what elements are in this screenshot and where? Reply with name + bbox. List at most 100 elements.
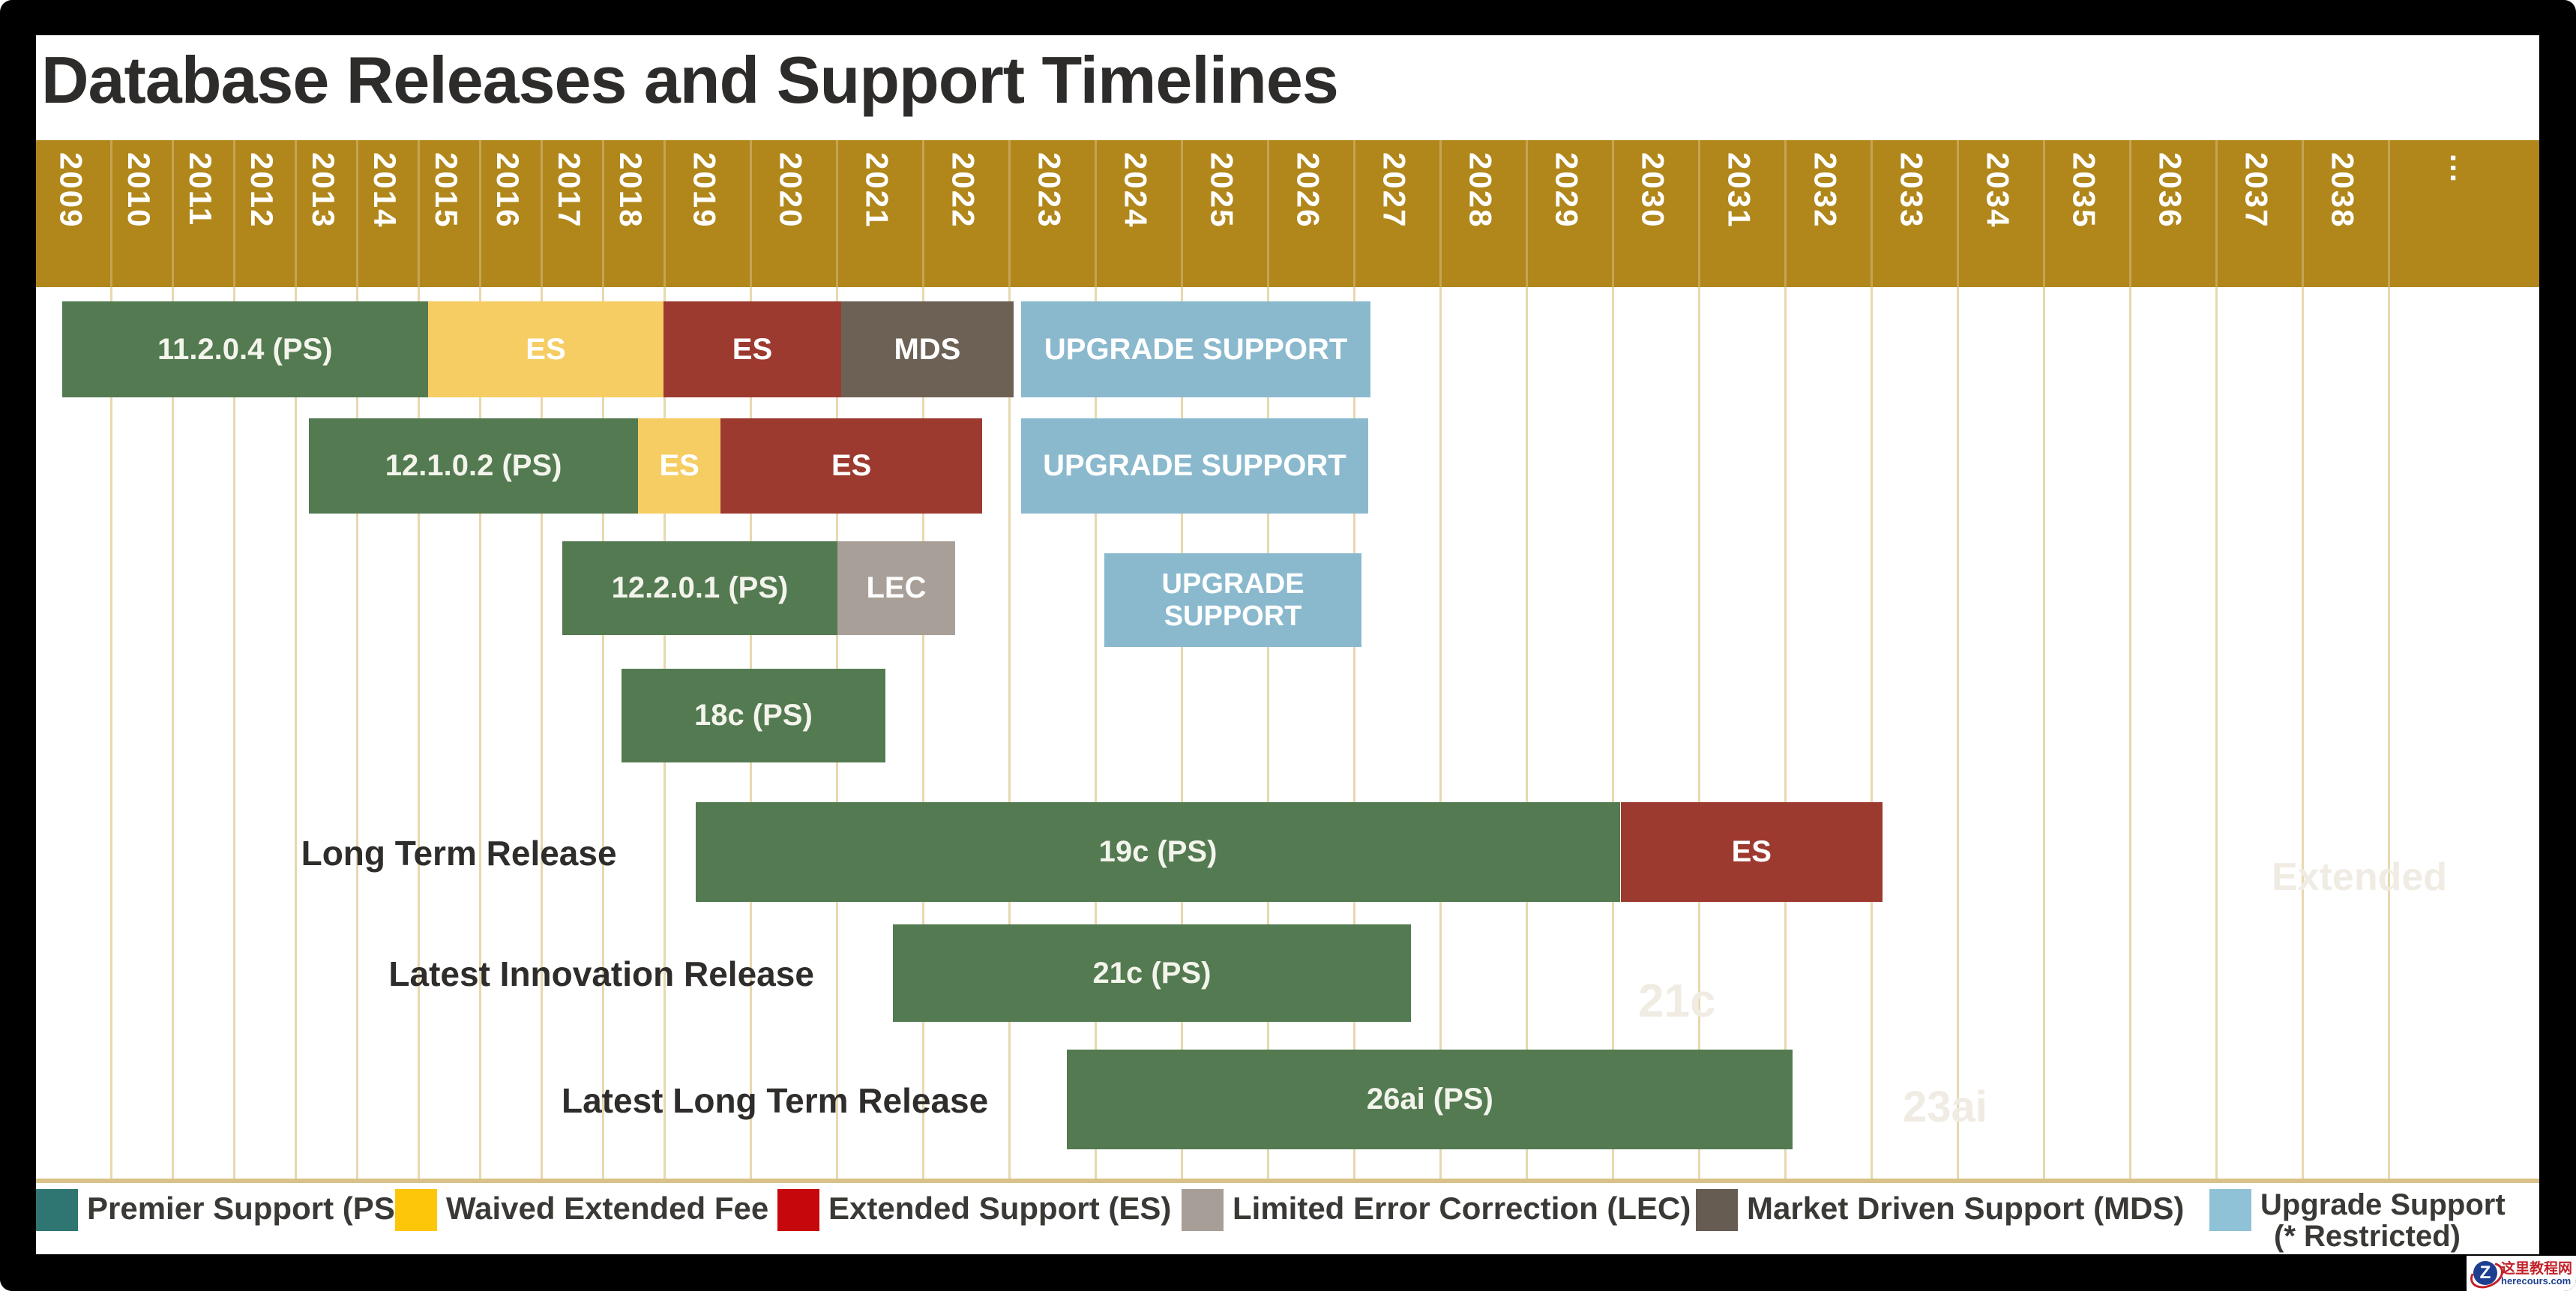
bar-segment-ps: 12.2.0.1 (PS) <box>562 541 838 635</box>
year-tick-label: 2034 <box>1980 152 2016 229</box>
year-tick-label: 2023 <box>1032 152 1068 229</box>
year-band-divider <box>1267 140 1269 287</box>
gridline <box>1353 287 1355 1179</box>
gridline <box>1526 287 1528 1179</box>
year-band-divider <box>663 140 666 287</box>
gridline <box>1957 287 1959 1179</box>
year-tick-label: 2027 <box>1376 152 1412 229</box>
year-tick-label: 2030 <box>1635 152 1671 229</box>
site-name: 这里教程网 <box>2501 1260 2573 1277</box>
gridline <box>2302 287 2304 1179</box>
logo-globe-icon: Z <box>2473 1260 2497 1285</box>
gridline <box>602 287 604 1179</box>
year-band-divider <box>602 140 604 287</box>
gridline <box>295 287 297 1179</box>
year-band-divider <box>922 140 924 287</box>
year-band-divider <box>2302 140 2304 287</box>
gridline <box>110 287 112 1179</box>
year-tick-label: 2015 <box>429 152 464 229</box>
year-tick-label: 2011 <box>183 152 218 227</box>
year-tick-label: 2017 <box>552 152 587 229</box>
site-logo-text: 这里教程网 herecours.com <box>2501 1262 2572 1286</box>
bar-segment-upgrade: UPGRADE SUPPORT <box>1104 553 1362 647</box>
year-tick-label: 2028 <box>1463 152 1499 229</box>
ghost-watermark-text: Extended <box>2272 855 2448 899</box>
year-band-divider <box>233 140 235 287</box>
year-band-divider <box>295 140 297 287</box>
year-tick-label: 2024 <box>1118 152 1154 229</box>
bar-segment-ps: 19c (PS) <box>695 802 1621 902</box>
legend-swatch-lec <box>1182 1189 1224 1231</box>
bar-segment-upgrade: UPGRADE SUPPORT <box>1021 301 1370 397</box>
year-band-divider <box>110 140 112 287</box>
year-band-divider <box>750 140 752 287</box>
year-band-divider <box>1871 140 1873 287</box>
bottom-black-bar <box>0 1254 2576 1291</box>
year-band-divider <box>2215 140 2218 287</box>
year-tick-label: 2035 <box>2066 152 2102 229</box>
gridline <box>172 287 174 1179</box>
site-url: herecours.com <box>2501 1275 2572 1287</box>
legend-swatch-es <box>777 1189 819 1231</box>
year-axis-band: 2009 2010 2011 2012 2013 2014 2015 2016 2017 2018… <box>36 140 2539 287</box>
row-label: Latest Innovation Release <box>388 954 814 993</box>
year-band-divider <box>1353 140 1355 287</box>
year-band-divider <box>836 140 838 287</box>
bar-segment-es: ES <box>663 301 841 397</box>
bar-segment-ps: 21c (PS) <box>892 924 1412 1022</box>
legend-swatch-waived <box>395 1189 437 1231</box>
year-tick-label: 2013 <box>306 152 341 229</box>
year-band-divider <box>479 140 481 287</box>
x-axis-baseline <box>36 1179 2539 1183</box>
year-tick-label: 2026 <box>1290 152 1326 229</box>
year-band-divider <box>1008 140 1011 287</box>
year-band-divider <box>1526 140 1528 287</box>
gridline <box>2043 287 2045 1179</box>
row-label: Long Term Release <box>301 833 617 873</box>
year-tick-label: 2037 <box>2239 152 2275 229</box>
bar-segment-mds: MDS <box>840 301 1014 397</box>
year-tick-label: 2022 <box>945 152 981 229</box>
year-tick-label: 2020 <box>773 152 809 229</box>
year-tick-label: 2018 <box>613 152 648 229</box>
year-band-divider <box>1784 140 1787 287</box>
legend-swatch-ps <box>36 1189 78 1231</box>
legend-swatch-upgrade <box>2209 1189 2251 1231</box>
gridline <box>922 287 924 1179</box>
gridline <box>2129 287 2131 1179</box>
year-band-divider <box>1957 140 1959 287</box>
gridline <box>2388 287 2390 1179</box>
bar-segment-ps: 11.2.0.4 (PS) <box>61 301 428 397</box>
gridline <box>1095 287 1097 1179</box>
ghost-watermark-text: 23ai <box>1903 1083 1987 1131</box>
year-tick-label: 2009 <box>53 152 89 229</box>
bar-segment-waived: ES <box>638 418 720 514</box>
year-tick-label: 2038 <box>2325 152 2361 229</box>
gridline <box>479 287 481 1179</box>
legend-label-line2: (* Restricted) <box>2274 1220 2461 1253</box>
bar-segment-es: ES <box>1620 802 1883 902</box>
year-tick-label: 2016 <box>490 152 526 229</box>
year-band-divider <box>2043 140 2045 287</box>
gridline <box>418 287 420 1179</box>
year-band-divider <box>1612 140 1614 287</box>
bar-segment-lec: LEC <box>837 541 955 635</box>
bar-segment-ps: 26ai (PS) <box>1067 1050 1793 1149</box>
bar-segment-ps: 12.1.0.2 (PS) <box>308 418 639 514</box>
legend-label: Limited Error Correction (LEC) <box>1233 1191 1691 1226</box>
legend-label: Extended Support (ES) <box>828 1191 1172 1226</box>
legend-label: Waived Extended Fee <box>446 1191 769 1226</box>
bar-segment-es: ES <box>720 418 983 514</box>
year-band-divider <box>2129 140 2131 287</box>
year-tick-label: 2025 <box>1204 152 1240 229</box>
year-tick-label: 2021 <box>859 152 895 229</box>
year-tick-label: 2029 <box>1549 152 1585 229</box>
year-band-divider <box>418 140 420 287</box>
gridline <box>356 287 358 1179</box>
year-band-divider <box>2388 140 2390 287</box>
year-tick-label: … <box>2444 152 2479 185</box>
year-tick-label: 2031 <box>1721 152 1757 229</box>
year-tick-label: 2014 <box>367 152 403 229</box>
